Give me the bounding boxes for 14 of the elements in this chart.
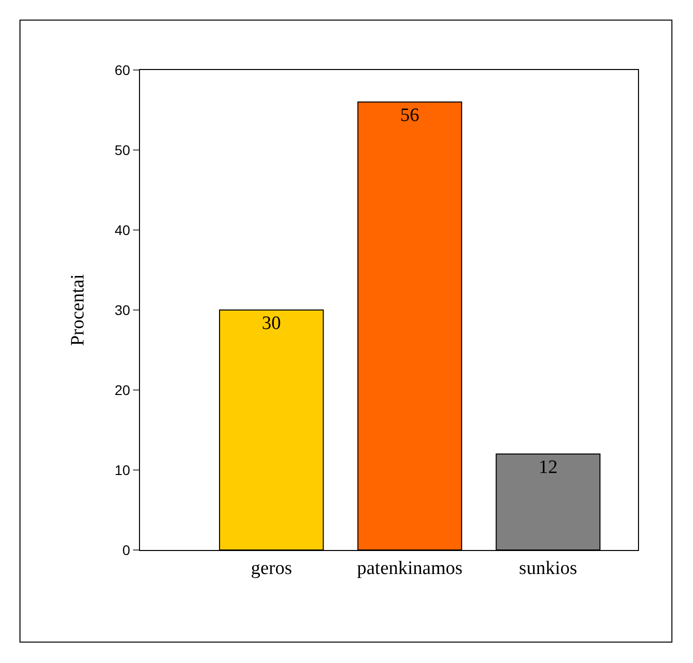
y-tick-label: 0 bbox=[122, 542, 130, 558]
x-tick-label: patenkinamos bbox=[356, 558, 463, 579]
y-axis-title: Procentai bbox=[67, 274, 88, 346]
y-tick-label: 20 bbox=[114, 382, 130, 398]
y-tick-label: 30 bbox=[114, 302, 130, 318]
x-tick-label: sunkios bbox=[519, 558, 578, 579]
x-tick-label: geros bbox=[250, 558, 292, 579]
data-label: 56 bbox=[400, 105, 420, 126]
data-label: 30 bbox=[262, 313, 281, 334]
data-label: 12 bbox=[538, 457, 558, 478]
y-tick-label: 50 bbox=[114, 142, 130, 158]
y-tick-label: 40 bbox=[114, 222, 130, 238]
y-tick-label: 10 bbox=[114, 462, 130, 478]
y-tick-label: 60 bbox=[114, 62, 130, 78]
